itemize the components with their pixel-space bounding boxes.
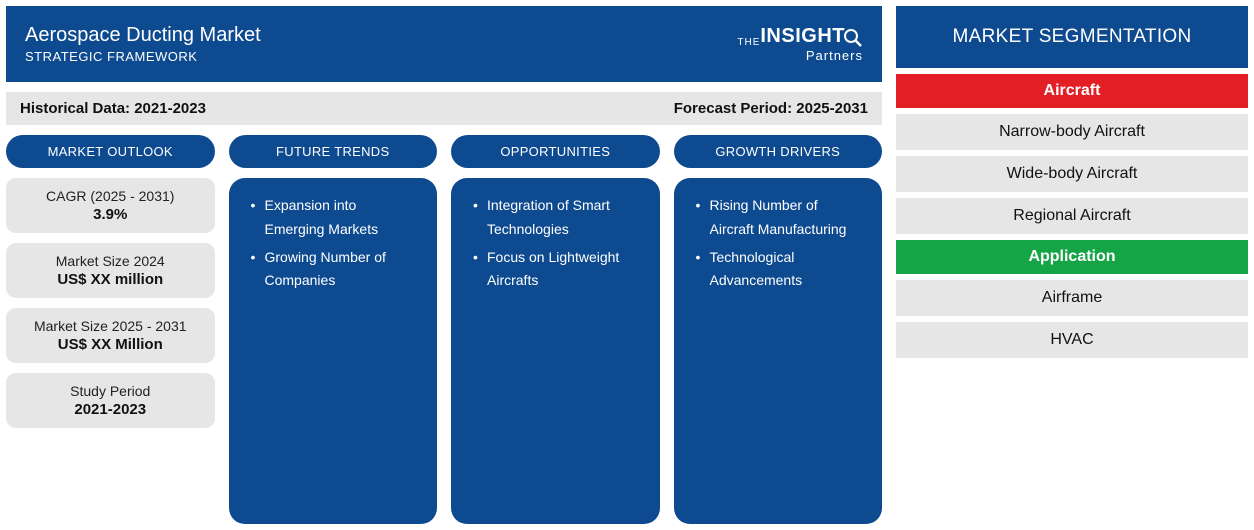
logo-insight: INSIGHT <box>760 25 845 48</box>
stat-value: US$ XX Million <box>14 336 207 353</box>
forecast-period: Forecast Period: 2025-2031 <box>674 100 868 117</box>
stat-label: Market Size 2025 - 2031 <box>14 318 207 334</box>
list-item: Focus on Lightweight Aircrafts <box>473 246 642 294</box>
future-trends-heading: FUTURE TRENDS <box>229 135 438 168</box>
stat-box: Study Period 2021-2023 <box>6 373 215 428</box>
stat-value: 2021-2023 <box>14 401 207 418</box>
stat-box: Market Size 2025 - 2031 US$ XX Million <box>6 308 215 363</box>
list-item: Rising Number of Aircraft Manufacturing <box>696 194 865 242</box>
stat-label: Market Size 2024 <box>14 253 207 269</box>
stat-label: CAGR (2025 - 2031) <box>14 188 207 204</box>
segmentation-panel: MARKET SEGMENTATION Aircraft Narrow-body … <box>896 6 1248 524</box>
list-item: Technological Advancements <box>696 246 865 294</box>
list-item: Growing Number of Companies <box>251 246 420 294</box>
opportunities-box: Integration of Smart TechnologiesFocus o… <box>451 178 660 524</box>
segmentation-item: Wide-body Aircraft <box>896 156 1248 192</box>
market-outlook-heading: MARKET OUTLOOK <box>6 135 215 168</box>
segmentation-item: HVAC <box>896 322 1248 358</box>
stat-box: CAGR (2025 - 2031) 3.9% <box>6 178 215 233</box>
left-panel: Aerospace Ducting Market STRATEGIC FRAME… <box>6 6 882 524</box>
historical-data: Historical Data: 2021-2023 <box>20 100 206 117</box>
growth-drivers-col: GROWTH DRIVERS Rising Number of Aircraft… <box>674 135 883 524</box>
period-bar: Historical Data: 2021-2023 Forecast Peri… <box>6 92 882 125</box>
opportunities-col: OPPORTUNITIES Integration of Smart Techn… <box>451 135 660 524</box>
segmentation-item: Airframe <box>896 280 1248 316</box>
growth-drivers-box: Rising Number of Aircraft ManufacturingT… <box>674 178 883 524</box>
list-item: Integration of Smart Technologies <box>473 194 642 242</box>
future-trends-col: FUTURE TRENDS Expansion into Emerging Ma… <box>229 135 438 524</box>
stat-box: Market Size 2024 US$ XX million <box>6 243 215 298</box>
segmentation-category: Aircraft <box>896 74 1248 108</box>
insight-partners-logo: THE INSIGHT Partners <box>737 25 863 63</box>
segmentation-category: Application <box>896 240 1248 274</box>
market-outlook-col: MARKET OUTLOOK CAGR (2025 - 2031) 3.9% Mar… <box>6 135 215 524</box>
stat-label: Study Period <box>14 383 207 399</box>
segmentation-item: Regional Aircraft <box>896 198 1248 234</box>
logo-partners: Partners <box>737 48 863 63</box>
report-subtitle: STRATEGIC FRAMEWORK <box>25 49 261 64</box>
header-text: Aerospace Ducting Market STRATEGIC FRAME… <box>25 24 261 64</box>
segmentation-heading: MARKET SEGMENTATION <box>896 6 1248 68</box>
future-trends-box: Expansion into Emerging MarketsGrowing N… <box>229 178 438 524</box>
header-bar: Aerospace Ducting Market STRATEGIC FRAME… <box>6 6 882 82</box>
framework-columns: MARKET OUTLOOK CAGR (2025 - 2031) 3.9% Mar… <box>6 135 882 524</box>
stat-value: US$ XX million <box>14 271 207 288</box>
segmentation-body: Aircraft Narrow-body Aircraft Wide-body Ai… <box>896 74 1248 358</box>
opportunities-heading: OPPORTUNITIES <box>451 135 660 168</box>
magnifier-icon <box>843 28 863 48</box>
report-title: Aerospace Ducting Market <box>25 24 261 47</box>
growth-drivers-heading: GROWTH DRIVERS <box>674 135 883 168</box>
stat-value: 3.9% <box>14 206 207 223</box>
logo-the: THE <box>737 37 760 48</box>
segmentation-item: Narrow-body Aircraft <box>896 114 1248 150</box>
list-item: Expansion into Emerging Markets <box>251 194 420 242</box>
outlook-stats: CAGR (2025 - 2031) 3.9% Market Size 2024 US… <box>6 178 215 428</box>
